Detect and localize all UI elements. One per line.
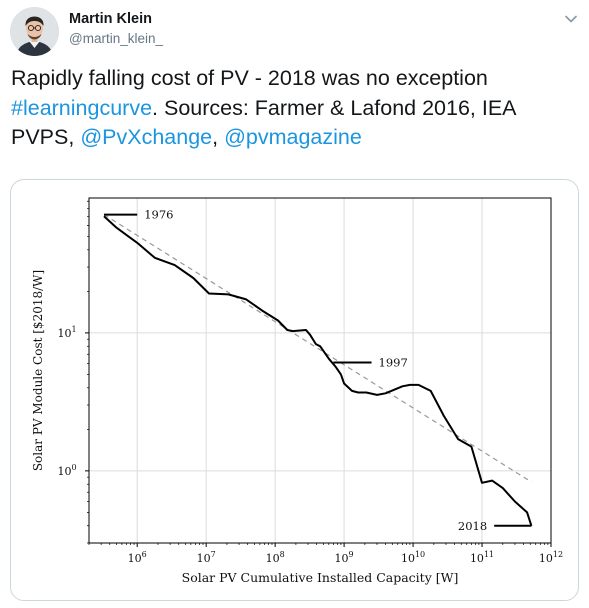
annotation-label-1997: 1997	[379, 356, 408, 370]
avatar[interactable]	[10, 7, 59, 56]
tweet-text-part1: Rapidly falling cost of PV - 2018 was no…	[11, 66, 488, 90]
author-handle[interactable]: @martin_klein_	[69, 31, 163, 46]
tweet-text-part2: . Sources: Farmer & Lafond 2016, IEA PVP…	[11, 95, 516, 150]
x-axis-label: Solar PV Cumulative Installed Capacity […	[182, 570, 459, 585]
cost-series-line	[103, 215, 533, 527]
chevron-down-icon[interactable]	[561, 11, 581, 27]
x-tick-label: 1010	[401, 550, 425, 565]
plot-frame	[88, 197, 552, 544]
y-tick-label: 100	[57, 463, 76, 478]
chart-image-card[interactable]: 1976 1997 2018 106 107 108 109 1010 1011 1012 100…	[10, 179, 579, 601]
y-tick-label: 101	[57, 325, 76, 340]
x-tick-label: 1012	[539, 550, 563, 565]
y-axis-label: Solar PV Module Cost [$2018/W]	[31, 270, 45, 471]
tweet-text: Rapidly falling cost of PV - 2018 was no…	[11, 64, 571, 153]
mention-link-pvmagazine[interactable]: @pvmagazine	[224, 125, 362, 149]
hashtag-link[interactable]: #learningcurve	[11, 95, 153, 120]
avatar-photo	[10, 7, 59, 56]
annotation-label-2018: 2018	[458, 519, 487, 533]
x-tick-label: 1011	[470, 550, 494, 565]
author-name[interactable]: Martin Klein	[69, 11, 152, 27]
tweet-text-part3: ,	[212, 125, 225, 149]
x-tick-label: 107	[197, 550, 216, 565]
x-tick-label: 109	[335, 550, 354, 565]
x-tick-label: 108	[266, 550, 285, 565]
mention-link-pvxchange[interactable]: @PvXchange	[80, 125, 213, 149]
annotation-label-1976: 1976	[144, 208, 173, 222]
learning-curve-chart: 1976 1997 2018 106 107 108 109 1010 1011 1012 100…	[31, 197, 563, 585]
x-tick-label: 106	[128, 550, 147, 565]
trend-line	[103, 214, 532, 483]
